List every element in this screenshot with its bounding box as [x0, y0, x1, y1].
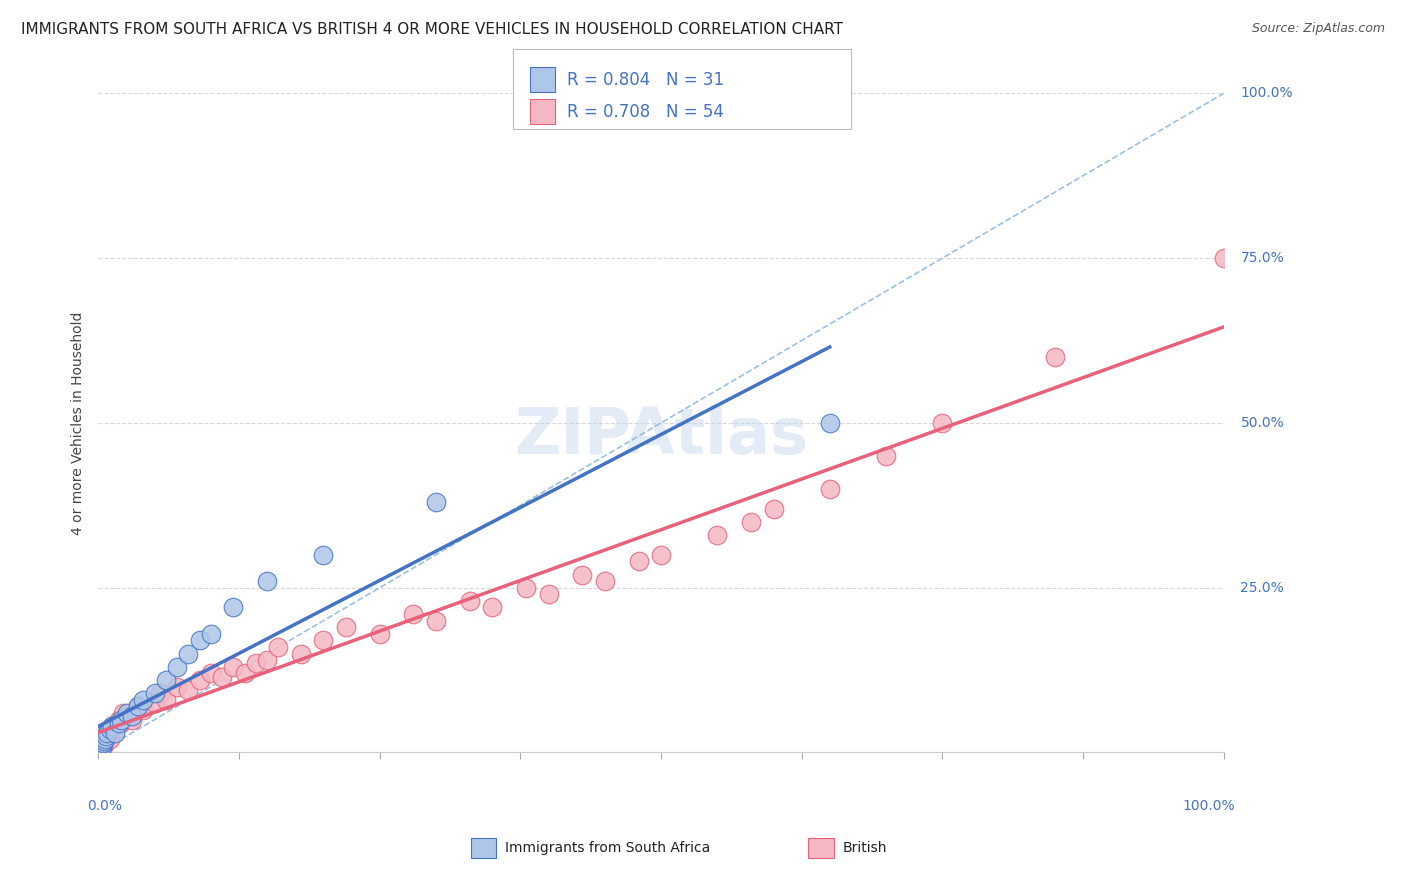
Point — [132, 703, 155, 717]
Point — [335, 620, 357, 634]
Point — [818, 416, 841, 430]
Text: 50.0%: 50.0% — [1240, 416, 1284, 430]
Point — [96, 725, 118, 739]
Point — [107, 713, 129, 727]
Point — [90, 740, 112, 755]
Point — [89, 743, 111, 757]
Point — [818, 482, 841, 496]
Point — [290, 647, 312, 661]
Point — [481, 600, 503, 615]
Point — [98, 723, 121, 737]
Point — [115, 709, 138, 723]
Y-axis label: 4 or more Vehicles in Household: 4 or more Vehicles in Household — [72, 311, 86, 534]
Point — [571, 567, 593, 582]
Text: 100.0%: 100.0% — [1240, 87, 1294, 101]
Text: ZIPAtlas: ZIPAtlas — [515, 405, 808, 467]
Point — [101, 719, 124, 733]
Point — [222, 660, 245, 674]
Point — [93, 738, 115, 752]
Point — [177, 647, 200, 661]
Text: R = 0.804   N = 31: R = 0.804 N = 31 — [567, 70, 724, 88]
Point — [112, 706, 135, 720]
Point — [166, 660, 188, 674]
Point — [706, 528, 728, 542]
Point — [593, 574, 616, 588]
Point — [155, 692, 177, 706]
Text: 100.0%: 100.0% — [1182, 798, 1234, 813]
Point — [132, 692, 155, 706]
Point — [627, 554, 650, 568]
Point — [368, 627, 391, 641]
Point — [110, 715, 132, 730]
Point — [245, 657, 267, 671]
Point — [127, 699, 149, 714]
Point — [90, 739, 112, 753]
Point — [96, 725, 118, 739]
Point — [740, 515, 762, 529]
Point — [101, 719, 124, 733]
Point — [222, 600, 245, 615]
Point — [458, 594, 481, 608]
Point — [143, 696, 166, 710]
Point — [89, 742, 111, 756]
Text: IMMIGRANTS FROM SOUTH AFRICA VS BRITISH 4 OR MORE VEHICLES IN HOUSEHOLD CORRELAT: IMMIGRANTS FROM SOUTH AFRICA VS BRITISH … — [21, 22, 844, 37]
Point — [762, 501, 785, 516]
Point — [931, 416, 953, 430]
Point — [188, 633, 211, 648]
Point — [425, 495, 447, 509]
Point — [177, 682, 200, 697]
Point — [256, 653, 278, 667]
Point — [121, 709, 143, 723]
Point — [211, 670, 233, 684]
Point — [94, 729, 117, 743]
Point — [110, 713, 132, 727]
Text: Source: ZipAtlas.com: Source: ZipAtlas.com — [1251, 22, 1385, 36]
Point — [91, 740, 114, 755]
Point — [96, 733, 118, 747]
Point — [200, 666, 222, 681]
Text: R = 0.708   N = 54: R = 0.708 N = 54 — [567, 103, 724, 120]
Point — [97, 729, 120, 743]
Point — [188, 673, 211, 687]
Point — [127, 699, 149, 714]
Text: British: British — [842, 841, 887, 855]
Point — [166, 680, 188, 694]
Point — [650, 548, 672, 562]
Point — [515, 581, 537, 595]
Point — [121, 713, 143, 727]
Point — [104, 723, 127, 737]
Point — [91, 736, 114, 750]
Text: 25.0%: 25.0% — [1240, 581, 1284, 595]
Point — [91, 732, 114, 747]
Point — [155, 673, 177, 687]
Point — [425, 614, 447, 628]
Point — [233, 666, 256, 681]
Point — [143, 686, 166, 700]
Point — [267, 640, 290, 654]
Point — [256, 574, 278, 588]
Point — [107, 715, 129, 730]
Point — [89, 742, 111, 756]
Point — [94, 732, 117, 747]
Point — [1043, 350, 1066, 364]
Point — [96, 729, 118, 743]
Point — [149, 686, 172, 700]
Point — [115, 706, 138, 720]
Text: Immigrants from South Africa: Immigrants from South Africa — [505, 841, 710, 855]
Point — [93, 733, 115, 747]
Point — [402, 607, 425, 621]
Point — [90, 736, 112, 750]
Point — [537, 587, 560, 601]
Point — [312, 633, 335, 648]
Text: 75.0%: 75.0% — [1240, 252, 1284, 265]
Point — [98, 732, 121, 747]
Point — [875, 449, 897, 463]
Point — [90, 739, 112, 753]
Point — [90, 738, 112, 752]
Point — [1212, 251, 1234, 265]
Point — [312, 548, 335, 562]
Point — [200, 627, 222, 641]
Text: 0.0%: 0.0% — [87, 798, 122, 813]
Point — [104, 725, 127, 739]
